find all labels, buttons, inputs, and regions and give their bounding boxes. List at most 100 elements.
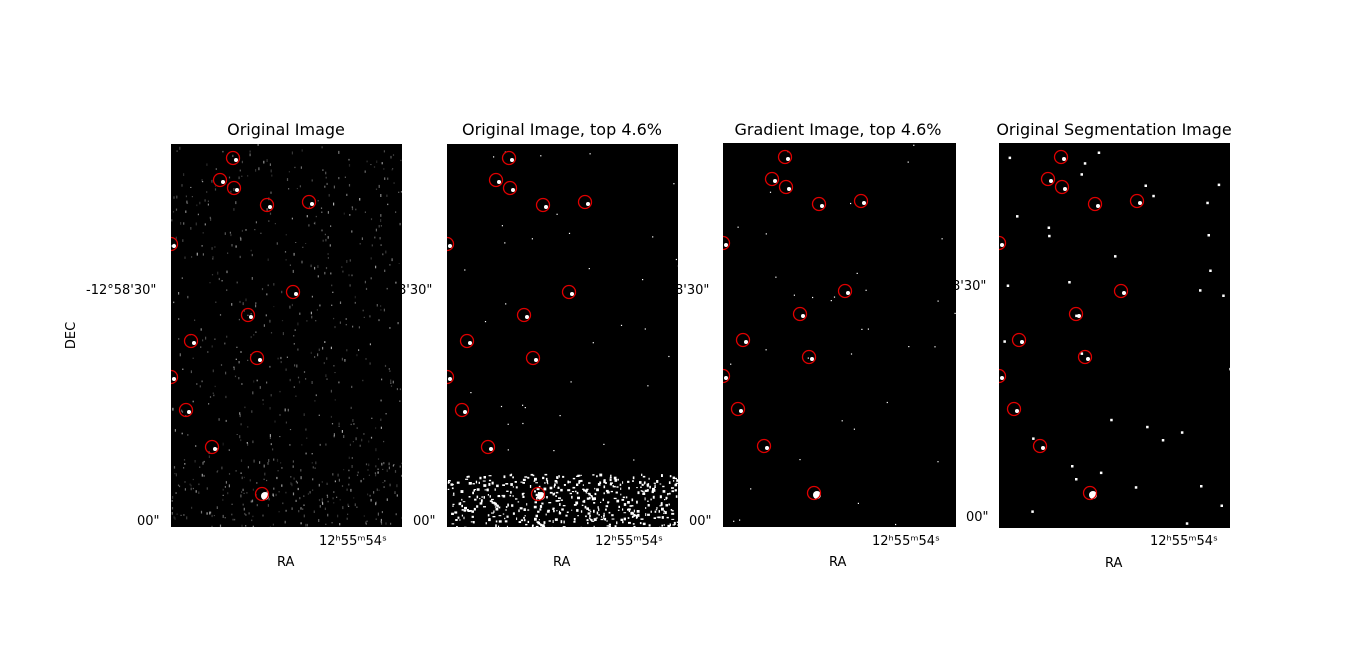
noise-speck [263,160,265,164]
noise-speck [192,487,194,490]
noise-speck [356,474,359,476]
noise-speck [332,291,334,293]
noise-speck [222,494,224,496]
noise-speck [522,492,525,494]
noise-speck [279,414,281,416]
noise-speck [347,513,349,515]
noise-speck [587,492,591,494]
noise-speck [379,237,381,240]
noise-speck [254,229,256,231]
red-circle-marker-icon [1087,196,1103,212]
noise-speck [291,483,293,487]
noise-speck [448,480,451,482]
noise-speck [484,489,488,491]
noise-speck [238,318,240,321]
noise-speck [451,487,454,490]
noise-speck [228,176,231,179]
noise-speck [222,488,224,491]
noise-speck [255,302,257,304]
noise-speck [644,328,646,330]
noise-speck [332,497,334,500]
noise-speck [594,487,596,490]
noise-speck [384,364,387,367]
red-circle-marker-icon [806,485,822,501]
noise-speck [522,478,526,482]
noise-speck [473,490,475,492]
noise-speck [538,485,541,488]
noise-speck [378,319,380,322]
noise-speck [293,335,295,337]
noise-speck [370,218,373,221]
noise-speck [228,473,231,475]
noise-speck [201,245,203,247]
noise-speck [211,274,214,276]
noise-speck [374,472,376,474]
noise-speck [489,500,492,502]
noise-speck [491,500,493,504]
noise-speck [279,436,281,438]
noise-speck [886,401,888,404]
dec-tick-label: 8'30" [675,283,710,298]
noise-speck [359,243,361,245]
noise-speck [665,504,668,507]
noise-speck [174,473,176,475]
noise-speck [276,242,278,245]
noise-speck [380,225,382,227]
noise-speck [468,482,472,485]
noise-speck [250,249,252,252]
noise-speck [208,403,210,405]
noise-speck [380,418,382,421]
noise-speck [305,378,307,380]
noise-speck [266,479,268,482]
noise-speck [830,300,832,302]
noise-speck [303,495,305,497]
noise-speck [552,507,555,510]
noise-speck [400,159,402,162]
noise-speck [319,505,321,508]
noise-speck [266,491,268,493]
noise-speck [318,414,320,416]
noise-speck [338,150,340,154]
noise-speck [267,258,269,261]
noise-speck [232,154,234,157]
noise-speck [308,206,310,210]
noise-speck [324,233,326,236]
source-blob [510,158,514,162]
noise-speck [1110,418,1113,422]
red-circle-marker-icon [577,194,593,210]
noise-speck [243,492,245,494]
red-circle-marker-icon [171,236,179,252]
noise-speck [1048,234,1051,238]
noise-speck [582,484,584,486]
noise-speck [494,488,496,491]
noise-speck [182,368,184,370]
noise-speck [557,500,560,502]
noise-speck [275,493,277,497]
noise-speck [376,488,378,491]
noise-speck [584,490,587,492]
noise-speck [189,483,191,486]
noise-speck [451,523,455,525]
noise-speck [268,220,270,222]
source-blob [846,291,850,295]
noise-speck [524,407,526,409]
noise-speck [484,321,487,323]
noise-speck [380,399,382,402]
noise-speck [640,490,643,492]
noise-speck [297,322,299,326]
noise-speck [270,394,272,397]
noise-speck [325,443,327,446]
noise-speck [239,435,241,439]
noise-speck [222,442,224,446]
noise-speck [183,514,185,516]
noise-speck [632,523,635,525]
noise-speck [184,256,186,259]
noise-speck [351,457,353,459]
noise-speck [589,153,591,155]
noise-speck [293,343,295,345]
red-circle-marker-icon [249,350,265,366]
noise-speck [576,509,579,512]
noise-speck [521,492,524,496]
noise-speck [1083,162,1087,165]
noise-speck [224,342,226,345]
